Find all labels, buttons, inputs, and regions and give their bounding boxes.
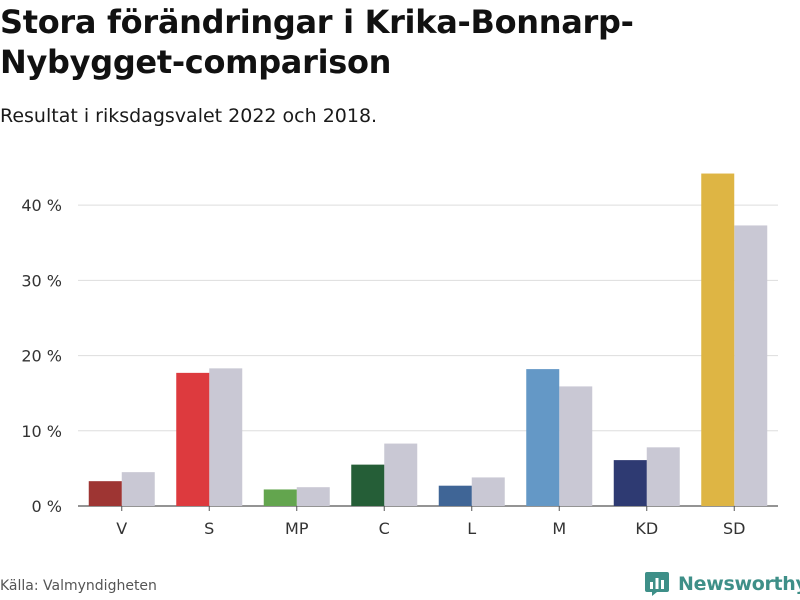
bar-2022-l [438,485,472,506]
y-tick-label: 20 % [21,347,62,366]
bar-2018-sd [734,225,768,506]
bar-2018-mp [296,487,330,506]
brand-logo: Newsworthy [644,568,800,600]
x-tick-label: SD [723,519,745,538]
chart-title: Stora förändringar i Krika-Bonnarp-Nybyg… [0,3,634,81]
y-tick-label: 0 % [32,497,62,516]
bar-2022-s [176,372,210,506]
brand-name: Newsworthy [678,573,800,595]
bar-chart-svg: 0 % 10 % 20 % 30 % 40 % V S MP C L M KD SD [21,173,778,538]
bar-2018-s [209,368,243,506]
bar-2018-m [559,386,593,506]
bar-2018-v [121,472,155,506]
x-tick-label: V [116,519,127,538]
source-note: Källa: Valmyndigheten [0,578,157,594]
y-tick-label: 10 % [21,422,62,441]
x-tick-label: M [552,519,566,538]
x-tick-label: KD [635,519,658,538]
bar-2022-c [351,464,385,506]
bar-2018-l [471,477,505,506]
bar-chart: 0 % 10 % 20 % 30 % 40 % V S MP C L M KD SD [0,150,800,550]
x-tick-label: C [379,519,390,538]
bar-2022-v [88,481,122,506]
y-tick-label: 30 % [21,271,62,290]
bar-2022-mp [263,489,297,506]
bar-2018-c [384,443,418,506]
bar-2022-sd [701,173,735,506]
x-tick-label: L [467,519,476,538]
chart-subtitle: Resultat i riksdagsvalet 2022 och 2018. [0,105,378,127]
bar-2018-kd [646,447,680,506]
axes: 0 % 10 % 20 % 30 % 40 % V S MP C L M KD SD [21,196,745,538]
bar-2022-m [526,369,560,506]
bars [88,173,768,506]
bar-chart-icon [645,572,669,596]
y-tick-label: 40 % [21,196,62,215]
bar-2022-kd [613,460,647,506]
x-tick-label: MP [285,519,309,538]
x-tick-label: S [204,519,214,538]
